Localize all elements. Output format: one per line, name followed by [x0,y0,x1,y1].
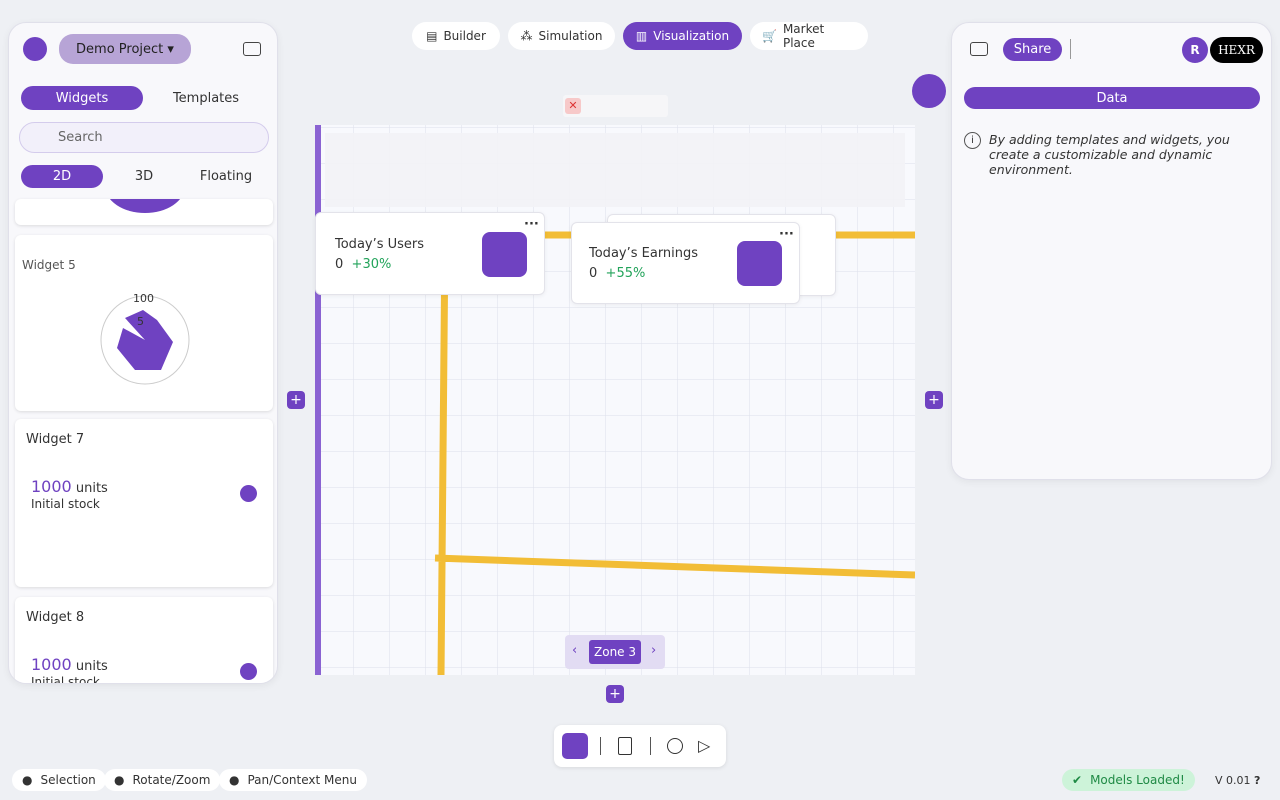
nav-label: Market Place [782,22,825,50]
version-label: V 0.01 [1215,774,1251,787]
widget-caption: Initial stock [31,497,100,511]
grid [315,125,915,675]
kpi-change: +30% [351,257,392,272]
card-menu[interactable]: ··· [524,217,539,232]
comment-tool[interactable] [667,738,683,754]
share-button[interactable]: Share [1003,38,1062,61]
widget-icon [240,663,257,680]
divider [600,737,601,755]
widget-caption: Initial stock [31,675,100,684]
tab[interactable]: Widgets [21,86,143,110]
add-button[interactable]: + [925,391,943,409]
mode[interactable]: Floating [199,169,253,184]
axis-label: 100 [133,292,154,305]
widget-value: 1000 [31,477,72,496]
info-text: By adding templates and widgets, you cre… [989,132,1230,177]
widget-value: 1000 [31,655,72,674]
close-bar: ✕ [563,95,668,117]
properties-panel: Share R HEXR Data i By adding templates … [951,22,1272,480]
polar-chart [100,295,190,385]
kpi-value: 0 [335,257,344,272]
widget-unit: units [75,481,108,496]
project-menu[interactable]: Demo Project ▾ [59,34,191,64]
toolbar: ▷ [554,725,726,767]
search[interactable]: Search [19,122,269,153]
prev-zone[interactable]: ‹ [572,643,578,658]
kpi-title: Today’s Earnings [589,246,699,261]
select-tool[interactable] [562,733,588,759]
polar-grid [100,295,190,385]
toggle-sidebar[interactable] [243,42,261,56]
zone-label: Zone 3 [589,640,641,664]
status-label: Models Loaded! [1090,773,1185,787]
hint: ● Pan/Context Menu [219,769,367,791]
kpi-card[interactable]: Today’s Users 0 +30% ··· [315,212,545,295]
logo[interactable] [23,37,47,61]
nav-tab[interactable]: ▥ Visualization [623,22,742,50]
zone-switcher: ‹ Zone 3 › [565,635,665,669]
widget-card[interactable]: Widget 7 1000 units Initial stock [15,419,273,587]
kpi-change: +55% [605,266,646,281]
brand-logo: HEXR [1210,37,1263,63]
widget-title: Widget 8 [26,610,85,625]
version: V 0.01 ? [1215,774,1261,787]
hint-label: Rotate/Zoom [132,773,211,787]
widget-card[interactable] [15,199,273,225]
nav-tab[interactable]: 🛒 Market Place [750,22,868,50]
widget-title: Widget 7 [26,432,85,447]
kpi-icon [482,232,527,277]
close-button[interactable]: ✕ [565,98,581,114]
hint-label: Pan/Context Menu [247,773,357,787]
zone-border [315,125,321,675]
kpi-title: Today’s Users [335,237,425,252]
divider [650,737,651,755]
avatar[interactable]: R [1182,37,1208,63]
tools-button[interactable] [912,74,946,108]
divider [1070,39,1071,59]
hint-label: Selection [40,773,96,787]
sidebar: Demo Project ▾ Widgets Templates Search … [8,22,278,684]
next-zone[interactable]: › [651,643,657,658]
nav-label: Builder [443,29,486,43]
status: ✔ Models Loaded! [1062,769,1195,791]
chart-shape [105,199,185,213]
play-tool[interactable]: ▷ [698,736,711,755]
kpi-value: 0 [589,266,598,281]
toggle-panel[interactable] [970,42,988,56]
add-button[interactable]: + [287,391,305,409]
widget-card[interactable]: Widget 5 100 5 [15,235,273,411]
kpi-card[interactable]: Today’s Earnings 0 +55% ··· [571,222,800,304]
hint: ● Rotate/Zoom [104,769,221,791]
card-menu[interactable]: ··· [779,227,794,242]
widget-card[interactable]: Widget 8 1000 units Initial stock [15,597,273,684]
mode[interactable]: 3D [134,169,154,184]
widget-unit: units [75,659,108,674]
kpi-icon [737,241,782,286]
add-button[interactable]: + [606,685,624,703]
nav-label: Visualization [653,29,730,43]
nav-tab[interactable]: ▤ Builder [412,22,500,50]
widget-title: Widget 5 [22,258,76,272]
panel-tab[interactable]: Data [964,87,1260,109]
info-icon: i [964,132,981,149]
hint: ● Selection [12,769,106,791]
nav-label: Simulation [538,29,603,43]
polar-area [117,310,173,370]
blurred-cards [325,133,905,207]
search-placeholder: Search [58,130,103,145]
mode[interactable]: 2D [21,165,103,188]
axis-label: 5 [137,315,144,328]
widget-icon [240,485,257,502]
bookmark-tool[interactable] [618,737,632,755]
project-name: Demo Project [76,41,164,57]
canvas [315,125,915,675]
nav-tab[interactable]: ⁂ Simulation [508,22,615,50]
tab[interactable]: Templates [172,90,240,106]
